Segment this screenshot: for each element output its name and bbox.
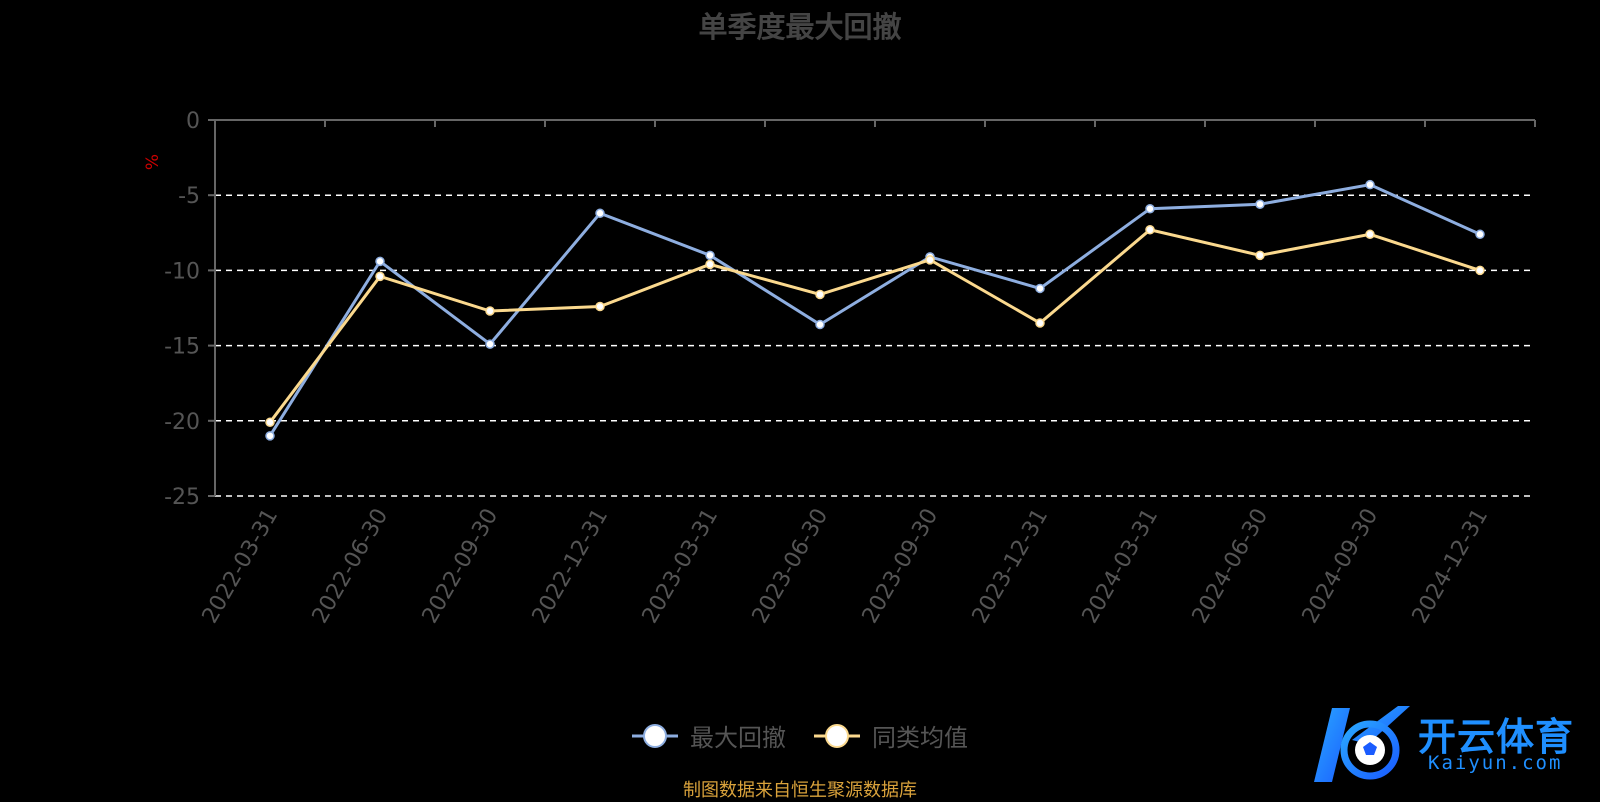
data-point (265, 417, 275, 428)
data-point (1475, 229, 1485, 240)
data-point (925, 255, 935, 265)
data-point (485, 306, 495, 316)
x-tick-label: 2023-03-31 (638, 505, 724, 628)
legend-marker-series1-icon (632, 723, 678, 748)
x-tick-label: 2022-03-31 (198, 505, 284, 628)
series-line (268, 183, 1481, 437)
watermark-logo: 开云体育 Kaiyun.com (1310, 700, 1600, 790)
x-tick-label: 2022-06-30 (308, 505, 394, 628)
y-tick-label: -10 (164, 259, 200, 284)
data-point (1475, 265, 1485, 276)
y-tick-label: -20 (164, 410, 200, 435)
data-point (265, 431, 275, 441)
data-point (485, 339, 495, 349)
data-point (1255, 199, 1265, 209)
legend-label-series2: 同类均值 (872, 724, 968, 752)
y-tick-label: -5 (178, 184, 200, 209)
logo-text-cn: 开云体育 (1418, 715, 1575, 759)
data-point (1365, 229, 1375, 240)
legend[interactable]: 最大回撤 同类均值 (630, 718, 968, 753)
legend-item-series2[interactable]: 同类均值 (812, 718, 968, 753)
x-tick-label: 2024-09-30 (1298, 505, 1384, 628)
x-tick-label: 2022-12-31 (528, 505, 614, 628)
y-tick-label: 0 (186, 109, 200, 134)
x-tick-label: 2023-06-30 (748, 505, 834, 628)
source-note: 制图数据来自恒生聚源数据库 (683, 780, 917, 801)
data-point (815, 319, 825, 330)
logo-text-en: Kaiyun.com (1428, 752, 1563, 774)
data-point (1145, 225, 1155, 235)
data-point (1365, 179, 1375, 190)
data-point (1255, 250, 1265, 261)
line-chart: 0 -5 -10 -15 -20 -25% 2022-03-31 2022-06-30 2022… (143, 109, 1536, 628)
legend-item-series1[interactable]: 最大回撤 (630, 718, 786, 753)
data-point (705, 250, 715, 261)
y-tick-label: -15 (164, 335, 200, 360)
x-tick-label: 2024-03-31 (1078, 505, 1164, 628)
data-point (815, 289, 825, 300)
data-point (705, 259, 715, 270)
x-tick-label: 2024-06-30 (1188, 505, 1274, 628)
legend-marker-series2-icon (814, 723, 860, 748)
y-tick-label: -25 (164, 485, 200, 510)
x-tick-label: 2023-09-30 (858, 505, 944, 628)
legend-label-series1: 最大回撤 (690, 724, 786, 752)
data-point (1035, 283, 1045, 294)
chart-title: 单季度最大回撤 (698, 10, 902, 44)
k-soccer-ball-icon (1314, 706, 1410, 782)
data-point (1035, 318, 1045, 328)
x-tick-label: 2022-09-30 (418, 505, 504, 628)
series-1 (265, 179, 1485, 441)
data-point (1145, 203, 1155, 214)
data-point (595, 208, 605, 218)
x-tick-label: 2023-12-31 (968, 505, 1054, 628)
data-point (375, 256, 385, 267)
x-tick-label: 2024-12-31 (1408, 505, 1494, 628)
y-axis-label: % (143, 154, 163, 170)
data-point (375, 271, 385, 282)
data-point (595, 301, 605, 312)
series-line (268, 228, 1481, 424)
series-2 (265, 225, 1485, 428)
